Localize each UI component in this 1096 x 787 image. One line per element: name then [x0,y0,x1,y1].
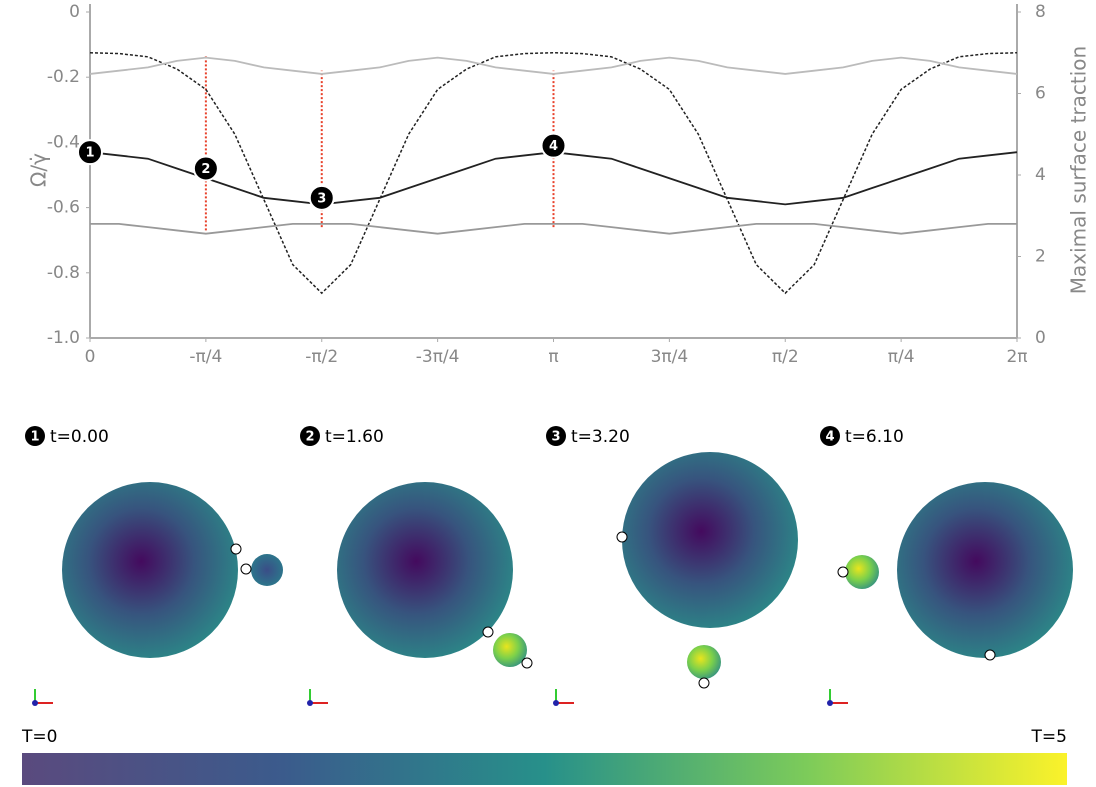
y2-tick-label: 0 [1035,328,1046,348]
point [837,566,849,578]
panel-number: 2 [305,430,314,445]
x-tick-label: π/2 [772,347,799,367]
panel-badge [546,426,566,446]
x-tick-label: 2π [1006,347,1027,367]
y2-tick-label: 8 [1035,2,1046,22]
x-tick-label: -π/4 [189,347,222,367]
y-tick-label: -0.2 [47,67,80,87]
y-tick-label: -0.6 [47,198,80,218]
sphere [622,452,798,628]
x-tick-label: 0 [85,347,96,367]
sphere [493,633,527,667]
x-tick-label: -3π/4 [416,347,460,367]
marker [308,184,335,211]
panel-label: t=1.60 [325,427,384,447]
colorbar [22,753,1067,785]
marker-label: 4 [549,139,558,154]
panels [62,452,1073,689]
point [240,563,252,575]
point [230,543,242,555]
panel-number: 3 [551,430,560,445]
sphere [62,482,238,658]
x-tick-label: -π/2 [305,347,338,367]
marker [192,155,219,182]
sphere [251,554,283,586]
axis-y [553,700,559,706]
y2-tick-label: 2 [1035,247,1046,267]
panel-label: t=0.00 [50,427,109,447]
y-tick-label: -1.0 [47,328,80,348]
sphere [845,555,879,589]
point [698,677,710,689]
panel-badge [25,426,45,446]
y2-tick-label: 4 [1035,165,1046,185]
axis-y [32,700,38,706]
panel-badge [820,426,840,446]
sphere [687,645,721,679]
y2-axis-label: Maximal surface traction [1067,46,1091,294]
point [616,531,628,543]
marker-label: 3 [317,191,326,206]
series-line [89,56,1018,75]
sphere [337,482,513,658]
x-tick-label: π/4 [888,347,915,367]
sphere [897,482,1073,658]
y2-tick-label: 6 [1035,84,1046,104]
axis-y [827,700,833,706]
x-tick-label: π [548,347,558,367]
axis-y [307,700,313,706]
panel-label: t=6.10 [845,427,904,447]
point [984,649,996,661]
marker-label: 1 [85,146,94,161]
marker [540,132,567,159]
panel-label: t=3.20 [571,427,630,447]
panel-number: 1 [30,430,39,445]
marker [77,139,103,166]
y-tick-label: 0 [69,2,80,22]
marker-label: 2 [201,162,210,177]
point [482,626,494,638]
series-line [90,223,1017,235]
y-tick-label: -0.4 [47,132,80,152]
panel-badge [300,426,320,446]
series-line [89,51,1018,295]
x-tick-label: 3π/4 [651,347,689,367]
point [521,657,533,669]
y-axis-label: Ω/γ̇ [27,153,51,187]
colorbar-max: T=5 [1031,727,1067,747]
y-tick-label: -0.8 [47,263,80,283]
colorbar-min: T=0 [21,727,57,747]
panel-number: 4 [825,430,834,445]
